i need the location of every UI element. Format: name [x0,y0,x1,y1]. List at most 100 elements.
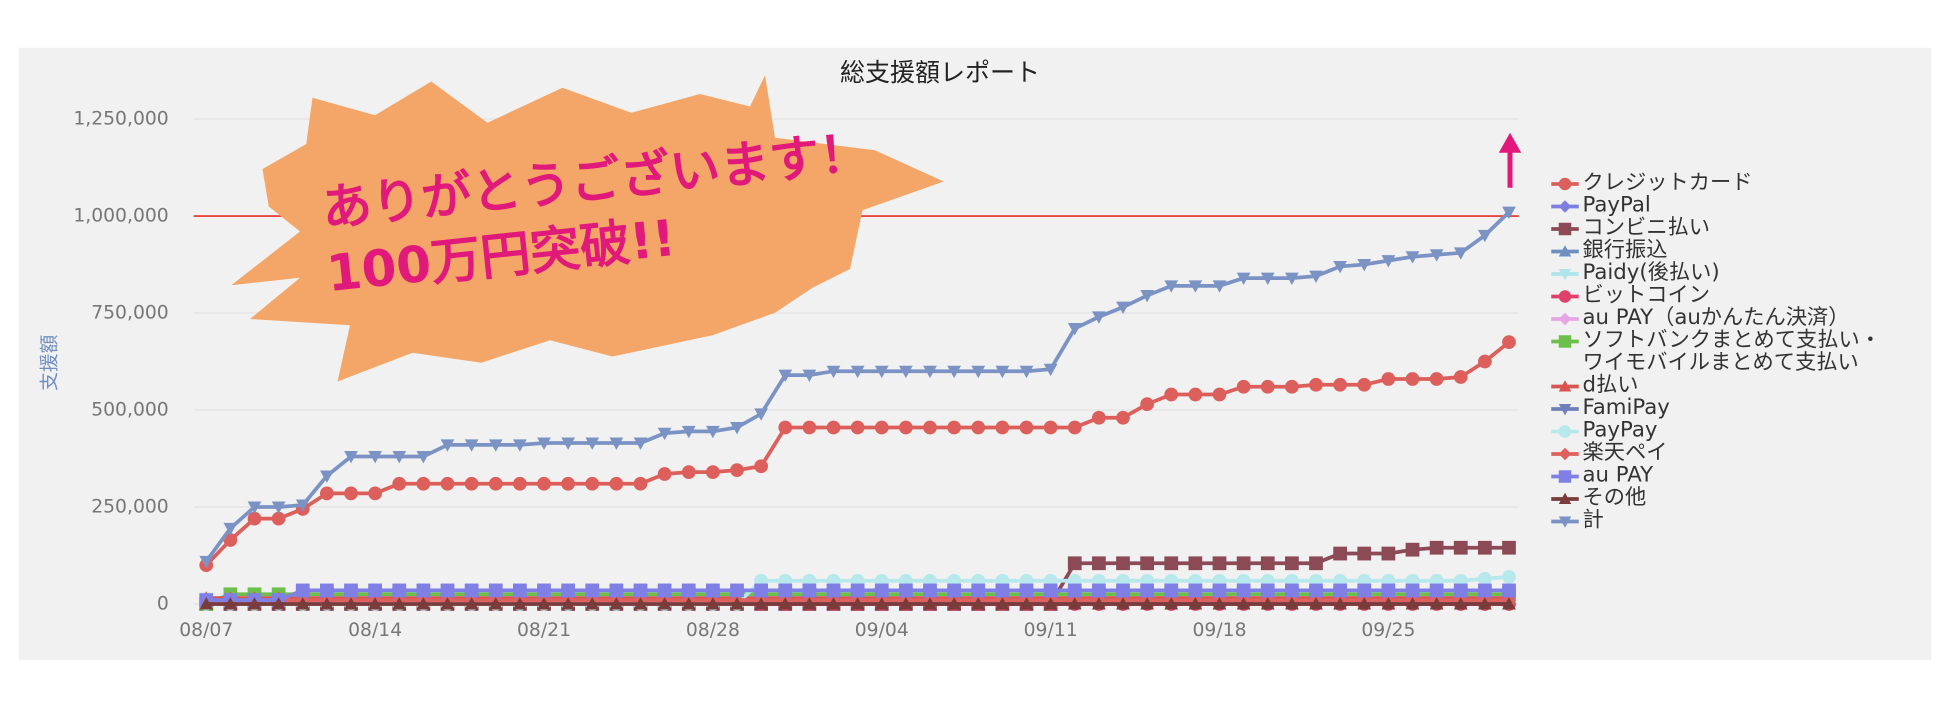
y-tick-label: 1,000,000 [73,206,168,227]
marker [1429,597,1444,610]
marker [585,437,600,450]
legend-icon [1551,379,1579,391]
marker [1212,280,1227,293]
marker [995,583,1010,598]
x-tick-label: 08/07 [179,620,233,641]
marker [344,486,358,501]
marker [537,476,551,491]
marker [392,451,407,464]
legend-icon [1551,403,1579,415]
marker [1285,556,1299,571]
marker [1043,363,1058,377]
marker [1558,290,1572,303]
marker [1357,546,1372,561]
marker [730,463,744,478]
legend-icon [1551,469,1579,483]
marker [1558,492,1572,504]
marker [1309,556,1323,571]
marker [971,420,986,435]
marker [1236,272,1251,285]
marker [657,583,672,598]
marker [561,437,575,450]
marker [223,522,238,536]
marker [488,597,503,610]
marker [585,597,600,610]
chart-title: 総支援額レポート [840,58,1040,87]
marker [1212,556,1227,571]
marker [609,476,624,491]
marker [995,365,1010,379]
marker [1453,597,1468,610]
marker [1043,420,1058,435]
marker [1164,280,1179,293]
marker [947,583,961,598]
marker [850,365,865,379]
marker [1140,556,1154,571]
x-tick-label: 09/25 [1361,620,1415,641]
marker [923,597,937,610]
legend-icon [1551,424,1579,438]
legend-item: ソフトバンクまとめて支払い・ワイモバイルまとめて支払い [1548,329,1942,374]
marker [223,597,238,610]
marker [1067,597,1082,610]
marker [416,583,431,598]
marker [633,583,648,598]
marker [1188,280,1203,293]
marker [899,365,913,379]
marker [1116,556,1130,571]
marker [1453,370,1468,384]
marker [344,451,358,464]
legend-item: au PAY（auかんたん決済） [1548,307,1942,331]
marker [1285,272,1299,285]
marker [488,583,503,598]
marker [1140,597,1154,610]
marker [1043,597,1058,610]
legend-label: 計 [1582,507,1604,533]
marker [1116,597,1130,610]
legend-item: その他 [1548,486,1942,510]
marker [1478,597,1492,610]
marker [1019,365,1034,379]
marker [1405,583,1420,598]
marker [1164,597,1179,610]
marker [1164,387,1179,402]
marker [1502,569,1516,584]
legend: クレジットカード PayPal コンビニ払い 銀行振込 Paidy(後払い) ビットコイン… [1548,173,1942,532]
marker [1212,583,1227,598]
marker [802,420,817,435]
marker [416,451,431,464]
marker [1309,270,1323,284]
marker [778,420,793,435]
marker [1453,583,1468,598]
marker [1558,200,1572,213]
marker [561,597,575,610]
legend-label: ビットコイン [1582,282,1711,308]
marker [995,420,1010,435]
legend-item: PayPay [1548,419,1942,443]
marker [899,597,913,610]
marker [1502,583,1516,598]
marker [1067,583,1082,598]
marker [295,499,310,512]
legend-icon [1551,447,1579,460]
marker [1092,597,1106,610]
marker [874,583,889,598]
marker [1092,583,1106,598]
marker [1502,540,1516,555]
marker [1067,323,1082,336]
marker [295,583,310,598]
marker [271,597,286,610]
marker [1502,335,1516,349]
marker [1502,597,1516,610]
marker [850,597,865,610]
legend-item: 楽天ペイ [1548,441,1942,465]
x-tick-label: 09/04 [855,620,909,641]
marker [706,597,720,610]
marker [971,597,986,610]
marker [392,476,407,491]
marker [1116,583,1130,598]
marker [1381,372,1396,386]
marker [1188,583,1203,598]
marker [368,597,382,610]
marker [802,369,817,382]
